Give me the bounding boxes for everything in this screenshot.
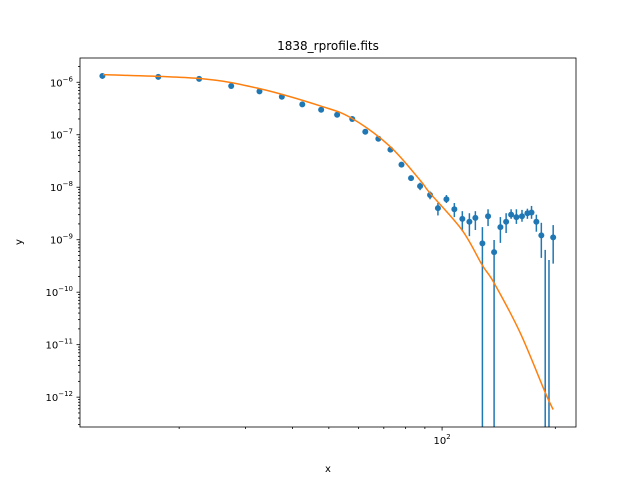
data-point	[466, 218, 473, 225]
data-point	[472, 214, 479, 221]
data-point	[408, 175, 415, 182]
y-tick-label: 10−10	[45, 285, 73, 299]
y-tick-label-exp: −7	[63, 128, 73, 136]
data-point	[451, 206, 458, 213]
axes-frame	[79, 57, 577, 428]
y-tick-label-exp: −9	[63, 233, 73, 241]
data-point	[503, 218, 510, 225]
data-point	[508, 211, 515, 218]
model-curve	[102, 73, 554, 410]
data-point	[427, 192, 434, 199]
y-tick-label-base: 10	[50, 236, 63, 247]
data-point	[550, 234, 557, 241]
data-point	[99, 72, 106, 79]
y-tick-label-base: 10	[50, 78, 63, 89]
y-tick-label-exp: −10	[58, 285, 73, 293]
data-point	[479, 240, 486, 247]
data-point	[299, 101, 306, 108]
y-axis-label: y	[14, 239, 25, 245]
plot-area	[99, 72, 557, 427]
y-tick-label-base: 10	[50, 131, 63, 142]
data-point	[459, 215, 466, 222]
y-tick-label-base: 10	[45, 288, 58, 299]
y-tick-label: 10−9	[50, 233, 73, 247]
y-tick-label: 10−11	[45, 338, 73, 352]
chart-title: 1838_rprofile.fits	[277, 39, 379, 53]
y-tick-label: 10−7	[50, 128, 73, 142]
y-tick-label: 10−8	[50, 180, 73, 194]
data-point	[318, 106, 325, 113]
data-point	[334, 111, 341, 118]
data-point	[256, 88, 263, 95]
y-tick-label-base: 10	[50, 183, 63, 194]
y-tick-label-base: 10	[45, 393, 58, 404]
data-point	[513, 214, 520, 221]
data-point	[362, 128, 369, 135]
x-axis-label: x	[325, 464, 331, 475]
x-tick-label: 102	[433, 433, 450, 447]
y-tick-label-exp: −12	[58, 390, 73, 398]
y-tick-label-exp: −6	[63, 75, 74, 83]
y-tick-label-exp: −11	[58, 338, 73, 346]
data-point	[228, 82, 235, 89]
y-tick-label: 10−6	[50, 75, 74, 89]
data-point	[497, 224, 504, 231]
y-tick-label-exp: −8	[63, 180, 73, 188]
data-point	[538, 232, 545, 239]
data-point	[485, 213, 492, 220]
x-tick-label-exp: 2	[446, 433, 450, 441]
data-point	[533, 218, 540, 225]
data-point	[434, 205, 441, 212]
data-point	[518, 213, 525, 220]
y-tick-label: 10−12	[45, 390, 73, 404]
x-tick-label-base: 10	[433, 436, 446, 447]
data-point	[443, 196, 450, 203]
data-point	[398, 161, 405, 168]
data-point	[417, 183, 424, 190]
data-point	[491, 249, 498, 256]
y-tick-label-base: 10	[45, 341, 58, 352]
data-point	[528, 209, 535, 216]
